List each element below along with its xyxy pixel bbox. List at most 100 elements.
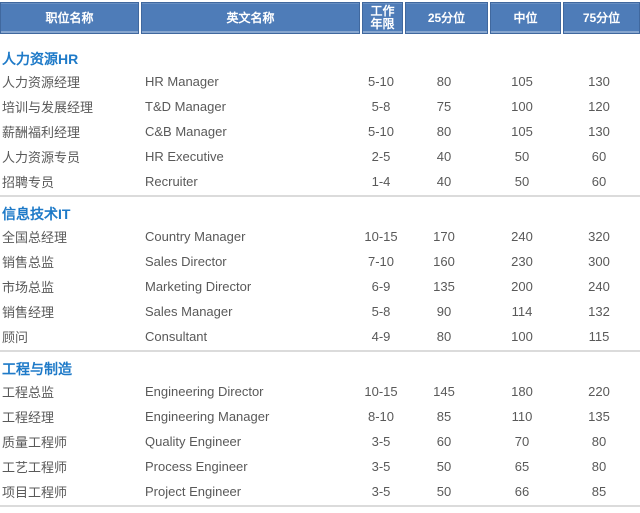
column-header-p75: 75分位: [563, 2, 640, 34]
cell-p25: 85: [436, 409, 452, 424]
cell-p75: 132: [588, 304, 610, 319]
cell-median: 240: [511, 229, 533, 244]
cell-median: 65: [514, 459, 530, 474]
cell-job-title-cn: 工程经理: [2, 410, 55, 425]
cell-p25: 50: [436, 459, 452, 474]
table-row: 项目工程师 Project Engineer 3-5 50 66 85: [0, 479, 640, 504]
table-row: 人力资源专员 HR Executive 2-5 40 50 60: [0, 144, 640, 169]
cell-median: 100: [511, 329, 533, 344]
cell-median: 105: [511, 124, 533, 139]
cell-p25: 90: [436, 304, 452, 319]
cell-job-title-cn: 培训与发展经理: [2, 100, 94, 115]
cell-median: 50: [514, 149, 530, 164]
section-rows: 全国总经理 Country Manager 10-15 170 240 320 …: [0, 224, 640, 349]
cell-p75: 130: [588, 124, 610, 139]
cell-median: 114: [511, 304, 533, 319]
cell-work-years: 7-10: [367, 254, 395, 269]
cell-job-title-cn: 销售总监: [2, 255, 55, 270]
cell-work-years: 4-9: [371, 329, 391, 344]
table-row: 人力资源经理 HR Manager 5-10 80 105 130: [0, 69, 640, 94]
cell-p75: 220: [588, 384, 610, 399]
cell-job-title-cn: 项目工程师: [2, 485, 68, 500]
cell-job-title-en: T&D Manager: [145, 99, 226, 114]
cell-median: 200: [511, 279, 533, 294]
cell-work-years: 5-10: [367, 74, 395, 89]
cell-p75: 320: [588, 229, 610, 244]
cell-work-years: 5-10: [367, 124, 395, 139]
cell-median: 180: [511, 384, 533, 399]
cell-median: 110: [511, 409, 533, 424]
section-divider: [0, 505, 640, 507]
cell-job-title-en: C&B Manager: [145, 124, 227, 139]
cell-job-title-cn: 顾问: [2, 330, 29, 345]
cell-job-title-en: Marketing Director: [145, 279, 252, 294]
cell-median: 70: [514, 434, 530, 449]
cell-job-title-en: Sales Manager: [145, 304, 233, 319]
cell-job-title-cn: 人力资源经理: [2, 75, 81, 90]
table-row: 全国总经理 Country Manager 10-15 170 240 320: [0, 224, 640, 249]
cell-p25: 75: [436, 99, 452, 114]
cell-job-title-cn: 市场总监: [2, 280, 55, 295]
cell-job-title-en: Country Manager: [145, 229, 246, 244]
table-header: 职位名称 英文名称 工作年限 25分位 中位 75分位: [0, 0, 640, 36]
table-section: 信息技术IT 全国总经理 Country Manager 10-15 170 2…: [0, 204, 640, 352]
cell-job-title-cn: 工程总监: [2, 385, 55, 400]
cell-job-title-cn: 销售经理: [2, 305, 55, 320]
cell-p25: 40: [436, 174, 452, 189]
column-header-median: 中位: [490, 2, 561, 34]
cell-p25: 40: [436, 149, 452, 164]
cell-job-title-en: Engineering Director: [145, 384, 264, 399]
cell-work-years: 6-9: [371, 279, 391, 294]
cell-job-title-cn: 工艺工程师: [2, 460, 68, 475]
section-title: 工程与制造: [2, 361, 72, 377]
cell-median: 66: [514, 484, 530, 499]
cell-p75: 85: [591, 484, 607, 499]
cell-job-title-en: Engineering Manager: [145, 409, 270, 424]
table-row: 工程总监 Engineering Director 10-15 145 180 …: [0, 379, 640, 404]
cell-work-years: 3-5: [371, 459, 391, 474]
column-header-p25: 25分位: [405, 2, 488, 34]
cell-p25: 145: [433, 384, 455, 399]
cell-p75: 80: [591, 434, 607, 449]
cell-work-years: 2-5: [371, 149, 391, 164]
cell-job-title-en: Consultant: [145, 329, 208, 344]
cell-p75: 135: [588, 409, 610, 424]
cell-job-title-en: HR Executive: [145, 149, 224, 164]
cell-work-years: 5-8: [371, 99, 391, 114]
cell-p25: 160: [433, 254, 455, 269]
table-body: 人力资源HR 人力资源经理 HR Manager 5-10 80 105 130…: [0, 49, 640, 507]
cell-p25: 80: [436, 124, 452, 139]
cell-p25: 170: [433, 229, 455, 244]
column-header-work-years: 工作年限: [362, 2, 403, 34]
cell-median: 100: [511, 99, 533, 114]
table-section: 工程与制造 工程总监 Engineering Director 10-15 14…: [0, 359, 640, 507]
cell-work-years: 10-15: [364, 384, 398, 399]
cell-p75: 300: [588, 254, 610, 269]
cell-p25: 80: [436, 74, 452, 89]
table-row: 薪酬福利经理 C&B Manager 5-10 80 105 130: [0, 119, 640, 144]
cell-median: 50: [514, 174, 530, 189]
cell-work-years: 1-4: [371, 174, 391, 189]
cell-p25: 135: [433, 279, 455, 294]
cell-p25: 50: [436, 484, 452, 499]
cell-p75: 120: [588, 99, 610, 114]
table-section: 人力资源HR 人力资源经理 HR Manager 5-10 80 105 130…: [0, 49, 640, 197]
cell-work-years: 5-8: [371, 304, 391, 319]
cell-job-title-cn: 招聘专员: [2, 175, 55, 190]
cell-work-years: 10-15: [364, 229, 398, 244]
column-header-job-title: 职位名称: [0, 2, 139, 34]
section-title: 人力资源HR: [2, 51, 79, 67]
table-row: 市场总监 Marketing Director 6-9 135 200 240: [0, 274, 640, 299]
cell-work-years: 3-5: [371, 484, 391, 499]
cell-job-title-en: HR Manager: [145, 74, 219, 89]
cell-median: 230: [511, 254, 533, 269]
table-row: 工艺工程师 Process Engineer 3-5 50 65 80: [0, 454, 640, 479]
cell-p75: 60: [591, 149, 607, 164]
table-row: 培训与发展经理 T&D Manager 5-8 75 100 120: [0, 94, 640, 119]
cell-job-title-cn: 全国总经理: [2, 230, 68, 245]
section-title: 信息技术IT: [2, 206, 71, 222]
column-header-english-name: 英文名称: [141, 2, 360, 34]
table-row: 工程经理 Engineering Manager 8-10 85 110 135: [0, 404, 640, 429]
cell-p25: 80: [436, 329, 452, 344]
cell-job-title-en: Project Engineer: [145, 484, 242, 499]
